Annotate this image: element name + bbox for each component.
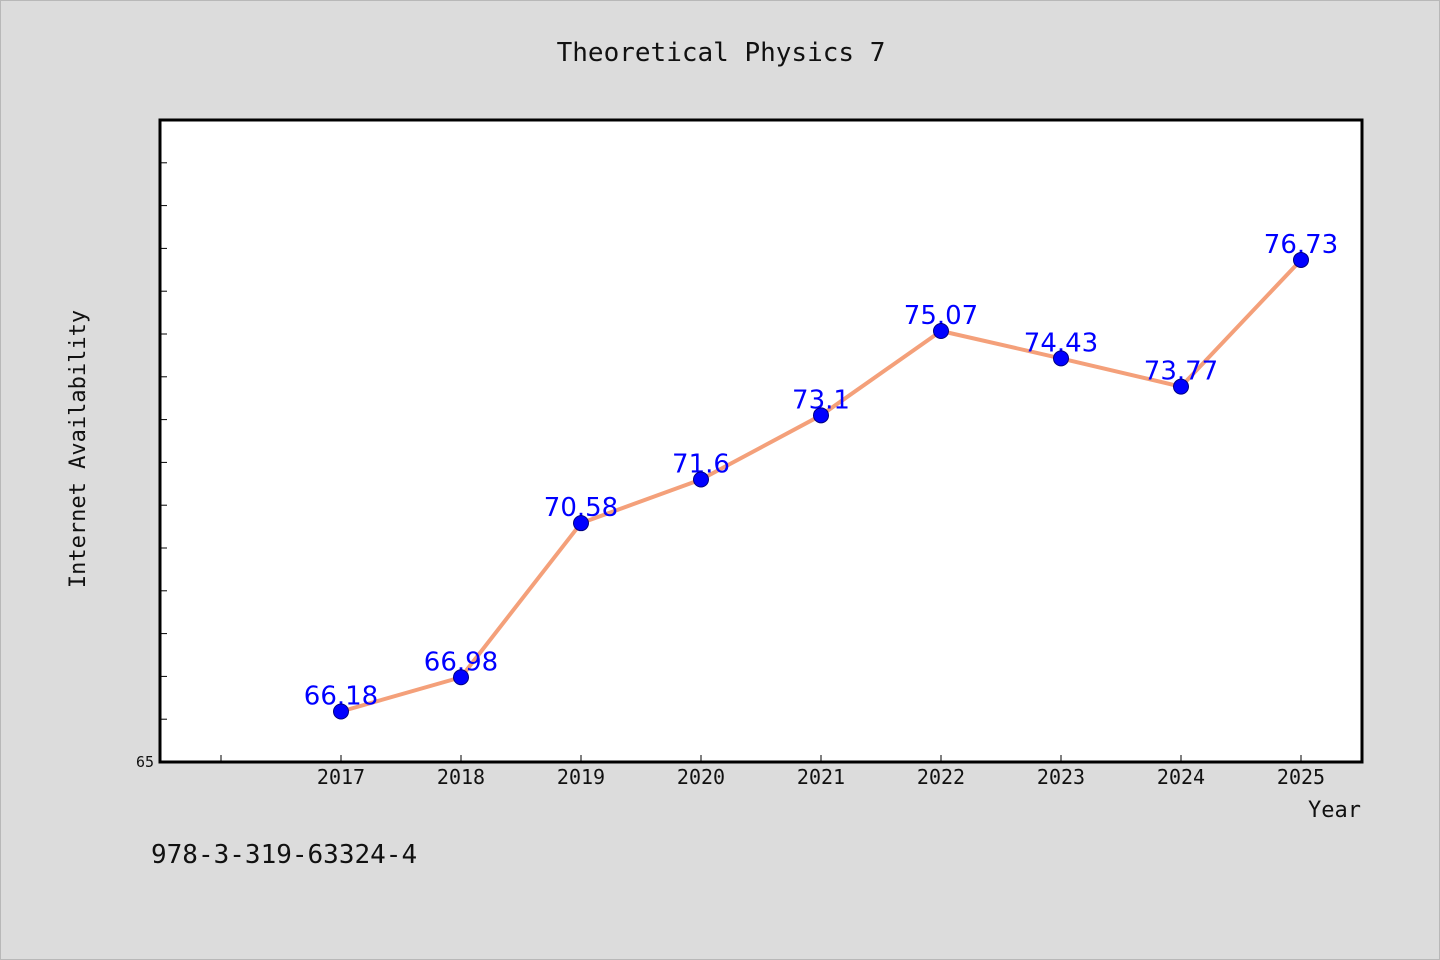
x-tick-label: 2025 (1277, 765, 1325, 789)
data-point (1053, 350, 1069, 367)
x-tick-label: 2017 (317, 765, 365, 789)
x-tick-label: 2021 (797, 765, 845, 789)
data-point (333, 703, 349, 720)
data-point (693, 471, 709, 488)
data-point (573, 515, 589, 532)
x-tick-label: 2024 (1157, 765, 1205, 789)
x-axis-label: Year (1308, 798, 1361, 823)
data-point (453, 669, 469, 686)
y-tick-label: 65 (136, 753, 154, 771)
x-tick-label: 2018 (437, 765, 485, 789)
plot-area (158, 118, 1364, 764)
x-axis-ticks: 2017 2018 2019 2020 2021 2022 2023 2024 2025 (220, 755, 1325, 789)
data-point (1293, 251, 1309, 268)
y-axis-label: Internet Availability (66, 310, 91, 588)
series-group: 66.1866.9870.5871.673.175.0774.4373.7776… (304, 230, 1338, 720)
data-point (933, 323, 949, 340)
chart-title: Theoretical Physics 7 (557, 38, 886, 68)
x-tick-label: 2020 (677, 765, 725, 789)
x-tick-label: 2022 (917, 765, 965, 789)
x-tick-label: 2023 (1037, 765, 1085, 789)
isbn-text: 978-3-319-63324-4 (151, 840, 417, 870)
data-point (813, 407, 829, 424)
data-point (1173, 378, 1189, 395)
x-tick-label: 2019 (557, 765, 605, 789)
y-axis-ticks: 65 (136, 162, 167, 771)
